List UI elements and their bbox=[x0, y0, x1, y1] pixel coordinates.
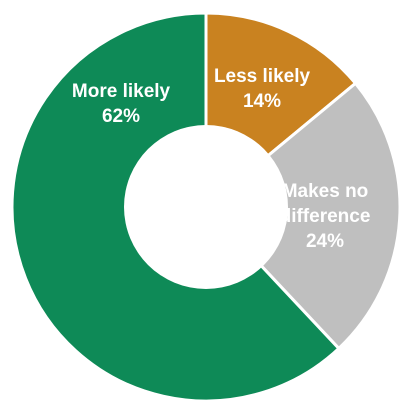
slice-label-line: Makes no bbox=[282, 181, 369, 202]
slice-labels: Less likely 14% Makes no difference 24% More … bbox=[72, 66, 371, 252]
slice-value-more-likely: 62% bbox=[102, 106, 140, 127]
slice-label-line: Less likely bbox=[214, 66, 311, 87]
slice-label-more-likely: More likely 62% bbox=[72, 81, 171, 127]
slice-value-makes-no-difference: 24% bbox=[306, 231, 344, 252]
slice-label-makes-no-difference: Makes no difference 24% bbox=[280, 181, 371, 252]
donut-hole bbox=[124, 125, 288, 289]
slice-value-less-likely: 14% bbox=[243, 91, 281, 112]
slice-makes-no-difference bbox=[203, 81, 402, 351]
slice-label-less-likely: Less likely 14% bbox=[214, 66, 311, 112]
slice-label-line: More likely bbox=[72, 81, 171, 102]
slice-label-line: difference bbox=[280, 206, 371, 227]
